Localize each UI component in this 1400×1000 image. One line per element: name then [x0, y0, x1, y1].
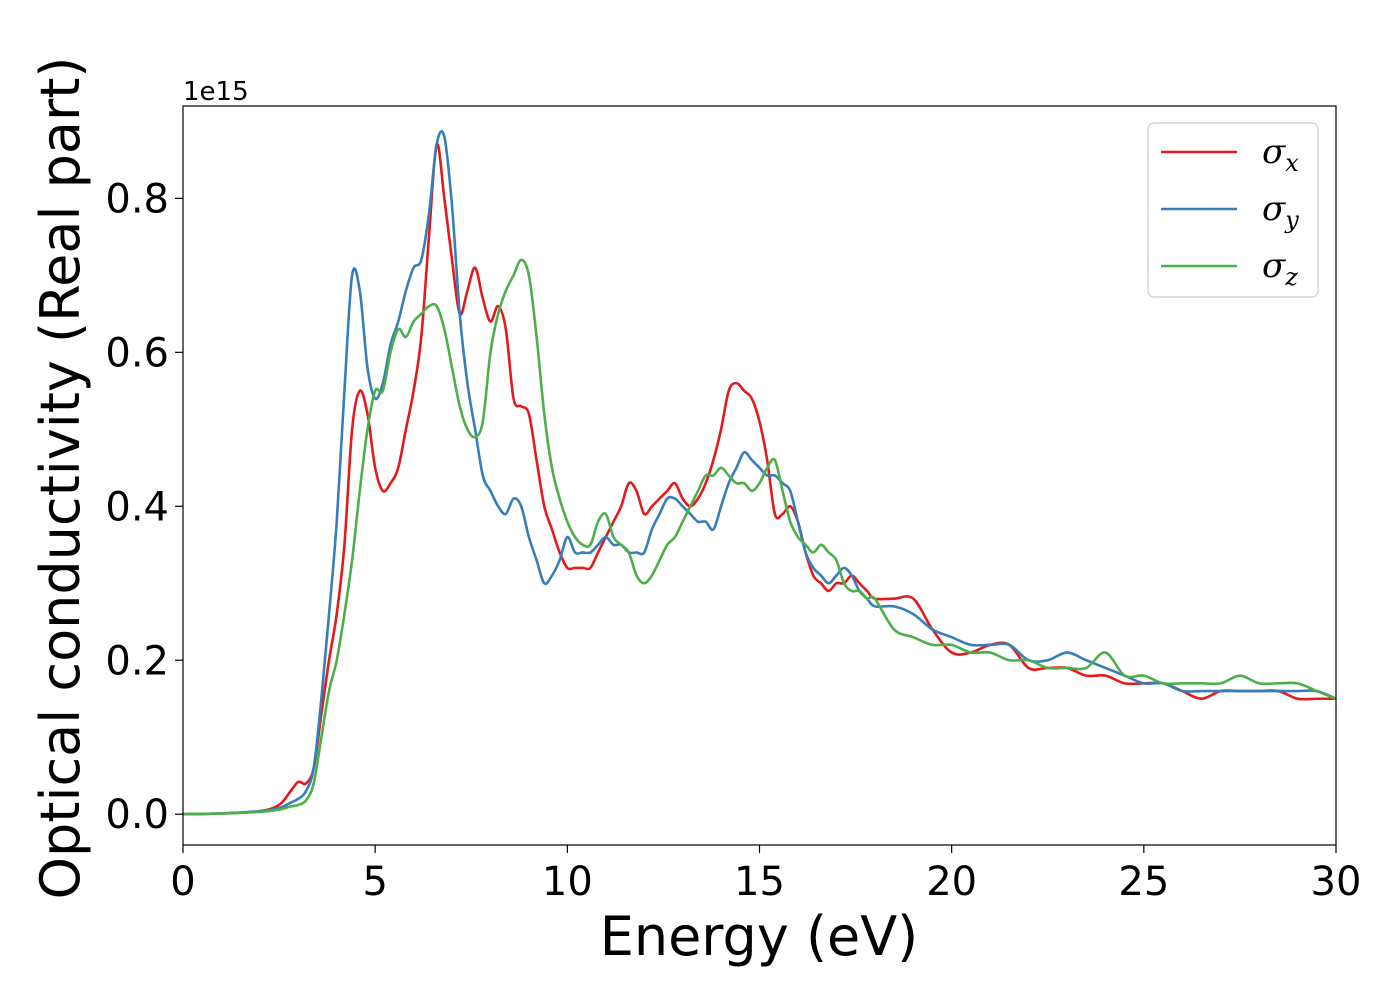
- y-tick-label: 0.4: [105, 484, 169, 530]
- y-axis-ticks: 0.0 0.2 0.4 0.6 0.8: [105, 176, 183, 838]
- y-tick-label: 0.6: [105, 330, 169, 376]
- series-layer: [183, 130, 1336, 816]
- x-tick-label: 10: [542, 859, 593, 905]
- x-tick-label: 15: [734, 859, 785, 905]
- x-axis-title: Energy (eV): [600, 905, 919, 968]
- y-tick-label: 0.8: [105, 176, 169, 222]
- x-tick-label: 0: [170, 859, 195, 905]
- series-line-y: [183, 130, 1336, 816]
- legend-label-z: σz: [1262, 246, 1298, 291]
- legend: σx σy σz: [1147, 122, 1319, 298]
- y-axis-title: Optical conductivity (Real part): [29, 57, 92, 900]
- y-tick-label: 0.2: [105, 638, 169, 684]
- legend-label-x: σx: [1262, 132, 1299, 177]
- series-line-z: [183, 258, 1336, 816]
- x-tick-label: 25: [1118, 859, 1169, 905]
- y-axis-offset-label: 1e15: [183, 77, 249, 107]
- x-axis-ticks: 0 5 10 15 20 25 30: [170, 845, 1361, 905]
- x-tick-label: 30: [1311, 859, 1362, 905]
- x-tick-label: 20: [926, 859, 977, 905]
- x-tick-label: 5: [362, 859, 387, 905]
- legend-label-y: σy: [1262, 189, 1299, 234]
- y-tick-label: 0.0: [105, 792, 169, 838]
